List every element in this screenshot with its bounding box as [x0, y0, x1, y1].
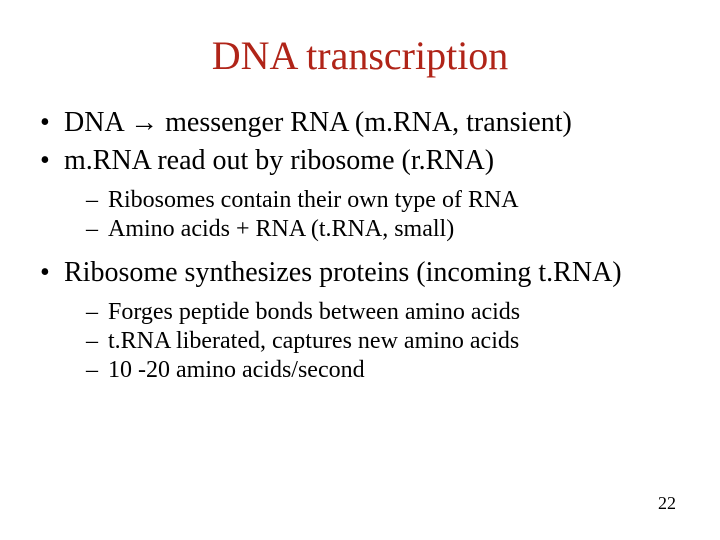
bullet-text: Ribosome synthesizes proteins (incoming …	[64, 257, 622, 288]
sub-bullet-text: Forges peptide bonds between amino acids	[108, 299, 520, 325]
sub-bullet-text: t.RNA liberated, captures new amino acid…	[108, 328, 519, 354]
bullet-text: DNA → messenger RNA (m.RNA, transient)	[64, 107, 572, 138]
sub-bullet-text: Ribosomes contain their own type of RNA	[108, 187, 519, 213]
slide-title: DNA transcription	[34, 32, 686, 79]
sub-bullet-item: Ribosomes contain their own type of RNA	[86, 187, 686, 214]
sub-bullet-text: 10 -20 amino acids/second	[108, 357, 365, 383]
bullet-item: DNA → messenger RNA (m.RNA, transient)	[34, 107, 686, 139]
page-number: 22	[658, 493, 676, 514]
sub-bullet-item: 10 -20 amino acids/second	[86, 357, 686, 384]
bullet-item: m.RNA read out by ribosome (r.RNA) Ribos…	[34, 145, 686, 243]
bullet-item: Ribosome synthesizes proteins (incoming …	[34, 257, 686, 384]
bullet-text: m.RNA read out by ribosome (r.RNA)	[64, 145, 494, 176]
sub-bullet-list: Forges peptide bonds between amino acids…	[64, 299, 686, 384]
sub-bullet-list: Ribosomes contain their own type of RNA …	[64, 187, 686, 243]
bullet-list: DNA → messenger RNA (m.RNA, transient) m…	[34, 107, 686, 384]
sub-bullet-item: t.RNA liberated, captures new amino acid…	[86, 328, 686, 355]
sub-bullet-text: Amino acids + RNA (t.RNA, small)	[108, 216, 454, 242]
sub-bullet-item: Forges peptide bonds between amino acids	[86, 299, 686, 326]
sub-bullet-item: Amino acids + RNA (t.RNA, small)	[86, 216, 686, 243]
slide: DNA transcription DNA → messenger RNA (m…	[0, 0, 720, 540]
